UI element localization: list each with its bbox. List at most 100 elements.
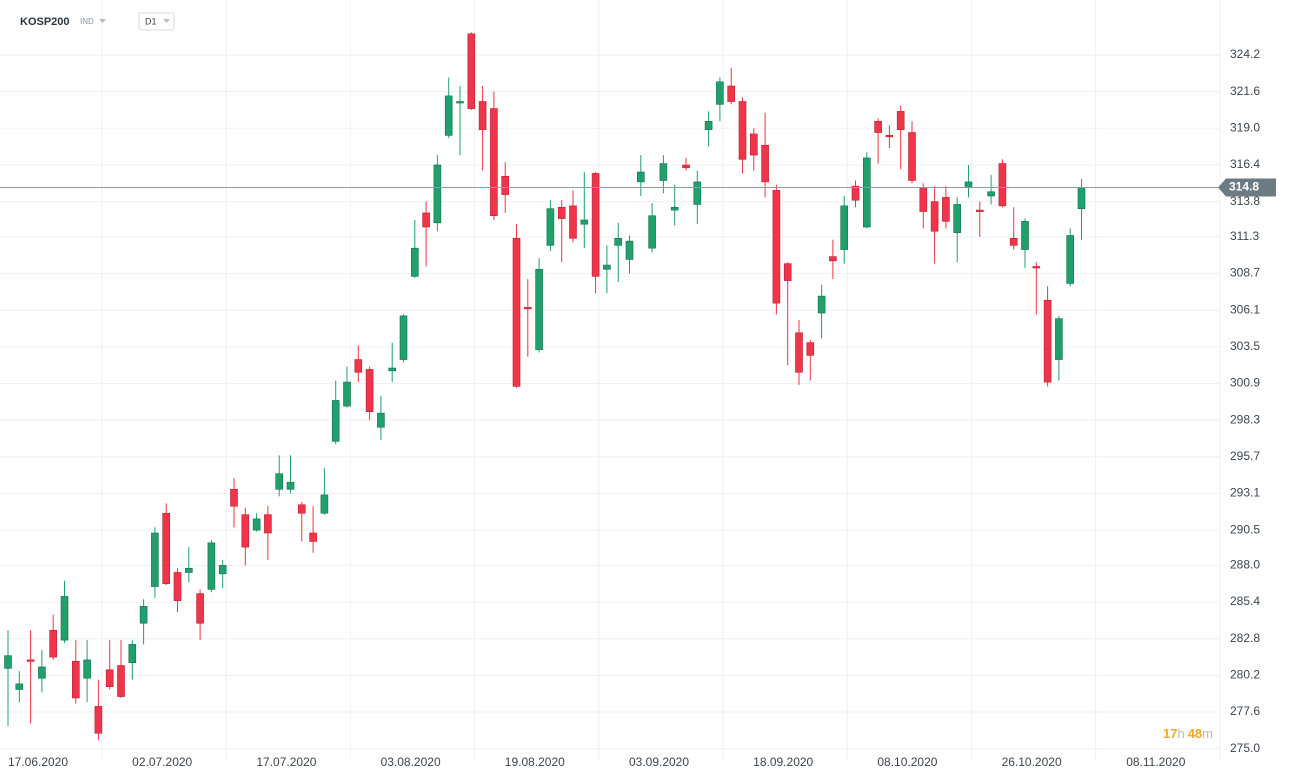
candle-body [343, 381, 351, 407]
interval[interactable]: D1 [145, 16, 157, 26]
candle-body [874, 120, 882, 133]
candle-body [354, 359, 363, 373]
candle-body [569, 205, 577, 239]
candle-body [614, 237, 623, 246]
symbol[interactable]: KOSP200 [20, 16, 70, 28]
dropdown-arrow[interactable] [99, 19, 106, 23]
y-tick-label: 282.8 [1230, 631, 1260, 645]
x-tick-label: 17.06.2020 [8, 755, 68, 769]
candle-body [365, 369, 374, 413]
candle-body [648, 215, 656, 249]
candle-body [942, 197, 950, 222]
y-tick-label: 324.2 [1230, 47, 1260, 61]
candle-body [727, 85, 736, 102]
candle-body [523, 307, 532, 310]
candle-body [399, 315, 408, 360]
candle-body [309, 532, 317, 542]
candle-body [320, 494, 329, 514]
candle-body [196, 593, 204, 624]
candle-body [1055, 318, 1063, 360]
x-tick-label: 03.09.2020 [629, 755, 689, 769]
timer-hours: 17 [1163, 726, 1177, 741]
candle-body [264, 514, 272, 534]
candle-body [840, 205, 849, 250]
candle-body [625, 240, 634, 260]
candle-body [862, 157, 871, 228]
candle-body [456, 101, 464, 104]
candle-body [275, 473, 284, 490]
candle-body [975, 209, 984, 212]
x-tick-label: 03.08.2020 [381, 755, 441, 769]
candle-body [1077, 187, 1086, 209]
candle-body [817, 295, 826, 314]
x-tick-label: 26.10.2020 [1002, 755, 1062, 769]
candle-body [422, 212, 430, 228]
y-tick-label: 308.7 [1230, 266, 1260, 280]
timer-m: m [1202, 726, 1213, 741]
candles [4, 32, 1086, 741]
candle-body [185, 567, 193, 573]
candle-body [749, 133, 758, 156]
candle-body [1009, 237, 1018, 246]
candle-body [885, 135, 894, 138]
candle-body [377, 412, 385, 428]
timer-minutes: 48 [1188, 726, 1202, 741]
candle-body [704, 120, 713, 131]
x-tick-label: 08.11.2020 [1126, 755, 1185, 769]
candle-body [580, 219, 589, 225]
candle-body [490, 108, 498, 217]
y-tick-label: 316.4 [1230, 157, 1260, 171]
candle-body [535, 269, 543, 350]
interval-arrow[interactable] [163, 19, 170, 23]
candle-body [930, 201, 939, 232]
y-tick-label: 306.1 [1230, 302, 1260, 316]
candle-body [128, 644, 137, 664]
candle-body [919, 187, 928, 212]
x-tick-label: 17.07.2020 [256, 755, 316, 769]
candle-body [139, 606, 148, 624]
candle-body [987, 191, 995, 197]
candle-body [252, 518, 261, 531]
candle-body [388, 367, 397, 372]
y-tick-label: 288.0 [1230, 558, 1260, 572]
candle-body [1021, 221, 1029, 250]
candle-body [117, 665, 125, 697]
last-price-tag [1218, 178, 1276, 197]
candle-body [478, 101, 487, 131]
candle-body [94, 706, 103, 734]
y-tick-label: 313.8 [1230, 194, 1260, 208]
interval-box[interactable] [138, 12, 175, 31]
x-tick-label: 08.10.2020 [877, 755, 937, 769]
x-tick-label: 02.07.2020 [132, 755, 192, 769]
y-tick-label: 303.5 [1230, 339, 1260, 353]
candle-body [151, 532, 159, 587]
candle-body [1043, 300, 1052, 383]
candle-body [896, 111, 905, 131]
candle-body [207, 542, 216, 590]
candle-body [546, 208, 555, 246]
candle-body [467, 33, 476, 109]
candle-body [512, 237, 521, 387]
candle-body [4, 655, 12, 669]
candle-body [829, 256, 837, 262]
market: IND [80, 17, 94, 26]
x-tick-label: 18.09.2020 [753, 755, 813, 769]
candle-body [670, 206, 679, 211]
y-tick-label: 321.6 [1230, 84, 1260, 98]
candle-body [83, 659, 91, 679]
candle-body [964, 181, 973, 188]
candle-body [636, 171, 645, 183]
candle-body [501, 175, 510, 195]
candle-body [105, 669, 114, 687]
y-tick-label: 280.2 [1230, 668, 1260, 682]
candle-body [49, 629, 58, 658]
timer-h: h [1177, 726, 1184, 741]
candle-body [761, 144, 769, 183]
candle-body [953, 204, 962, 233]
x-tick-label: 19.08.2020 [505, 755, 565, 769]
candle-body [173, 572, 182, 601]
candle-body [716, 81, 724, 105]
y-tick-label: 275.0 [1230, 741, 1260, 755]
candle-body [60, 596, 69, 641]
